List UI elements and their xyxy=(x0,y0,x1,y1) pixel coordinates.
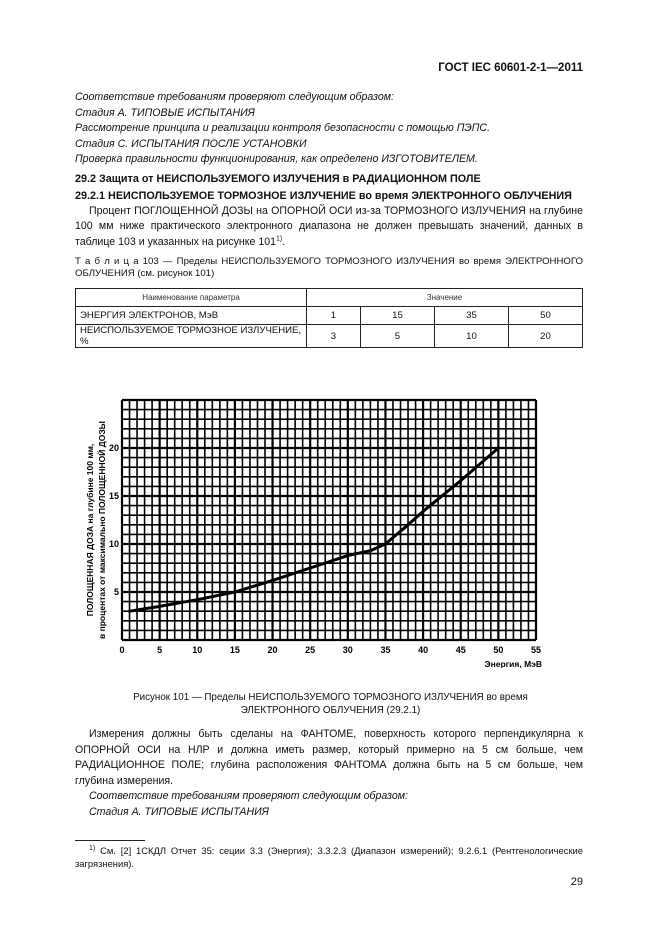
data-point xyxy=(195,598,199,602)
cell: 15 xyxy=(359,306,435,325)
table-row: НЕИСПОЛЬЗУЕМОЕ ТОРМОЗНОЕ ИЗЛУЧЕНИЕ, % 3 … xyxy=(75,324,584,348)
x-tick-label: 15 xyxy=(230,645,240,655)
y-tick-label: 10 xyxy=(109,539,119,549)
cell: 10 xyxy=(433,324,509,348)
header-cell: Значение xyxy=(306,288,583,307)
table-caption-lead: Т а б л и ц а 103 xyxy=(75,256,159,267)
data-point xyxy=(368,549,372,553)
table-caption-text: — Пределы НЕИСПОЛЬЗУЕМОГО ТОРМОЗНОГО ИЗЛ… xyxy=(75,256,583,279)
section-heading: 29.2 Защита от НЕИСПОЛЬЗУЕМОГО ИЗЛУЧЕНИЯ… xyxy=(75,172,481,185)
italic-line: Стадия А. ТИПОВЫЕ ИСПЫТАНИЯ xyxy=(89,805,269,818)
section-paragraph: Процент ПОГЛОЩЕННОЙ ДОЗЫ на ОПОРНОЙ ОСИ … xyxy=(75,204,583,251)
x-tick-label: 35 xyxy=(380,645,390,655)
table-header-row: Наименование параметра Значение xyxy=(75,288,583,307)
x-tick-label: 55 xyxy=(531,645,541,655)
text-line: Стадия А. ТИПОВЫЕ ИСПЫТАНИЯ xyxy=(75,106,255,119)
text-line: Соответствие требованиям проверяют следу… xyxy=(75,91,394,103)
y-tick-label: 20 xyxy=(109,443,119,453)
x-tick-label: 25 xyxy=(305,645,315,655)
y-axis-label: в процентах от максимально ПОЛОЩЕННОЙ ДО… xyxy=(96,421,107,639)
cell: 20 xyxy=(507,324,584,348)
x-tick-label: 0 xyxy=(119,645,124,655)
cell: 3 xyxy=(306,324,361,348)
x-tick-label: 5 xyxy=(157,645,162,655)
x-tick-label: 30 xyxy=(343,645,353,655)
row-label: ЭНЕРГИЯ ЭЛЕКТРОНОВ, МэВ xyxy=(75,306,307,325)
x-tick-label: 20 xyxy=(268,645,278,655)
italic-line: Соответствие требованиям проверяют следу… xyxy=(89,790,408,802)
footnote: 1) См. [2] 1СКДЛ Отчет 35: сeции 3.3 (Эн… xyxy=(75,845,583,870)
footnote-text: См. [2] 1СКДЛ Отчет 35: сeции 3.3 (Энерг… xyxy=(75,845,583,869)
x-tick-label: 10 xyxy=(192,645,202,655)
data-point xyxy=(128,609,132,613)
x-tick-label: 50 xyxy=(493,645,503,655)
x-tick-label: 45 xyxy=(456,645,466,655)
cell: 5 xyxy=(359,324,435,348)
data-point xyxy=(459,479,463,483)
data-point xyxy=(308,566,312,570)
data-point xyxy=(496,446,500,450)
data-point xyxy=(383,542,387,546)
text-line: Рассмотрение принципа и реализации контр… xyxy=(75,122,491,134)
header-cell: Наименование параметра xyxy=(75,288,307,307)
table-caption: Т а б л и ц а 103 — Пределы НЕИСПОЛЬЗУЕМ… xyxy=(75,256,583,280)
data-point xyxy=(158,604,162,608)
data-point xyxy=(406,523,410,527)
measurement-paragraph: Измерения должны быть сделаны на ФАНТОМЕ… xyxy=(75,728,583,787)
x-tick-label: 40 xyxy=(418,645,428,655)
data-point xyxy=(421,509,425,513)
cell: 1 xyxy=(306,306,361,325)
limits-table: Наименование параметра Значение ЭНЕРГИЯ … xyxy=(75,288,584,348)
page-content: Соответствие требованиям проверяют следу… xyxy=(75,90,584,888)
text-line: Проверка правильности функционирования, … xyxy=(75,153,478,165)
y-axis-label: ПОЛОЩЕННАЯ ДОЗА на глубине 100 мм, xyxy=(85,444,95,617)
series-line xyxy=(129,446,500,613)
data-point xyxy=(233,590,237,594)
y-tick-label: 15 xyxy=(109,491,119,501)
intro-italic: Соответствие требованиям проверяют следу… xyxy=(75,90,583,168)
caption-line: Рисунок 101 — Пределы НЕИСПОЛЬЗУЕМОГО ТО… xyxy=(133,692,528,703)
data-point xyxy=(346,554,350,558)
footnote-divider xyxy=(75,840,145,841)
text-line: Стадия С. ИСПЫТАНИЯ ПОСЛЕ УСТАНОВКИ xyxy=(75,137,307,150)
footnote-mark: 1) xyxy=(89,844,96,852)
x-axis-label: Энергия, МэВ xyxy=(485,659,542,668)
y-tick-label: 5 xyxy=(114,587,119,597)
subsection-heading: 29.2.1 НЕИСПОЛЬЗУЕМОЕ ТОРМОЗНОЕ ИЗЛУЧЕНИ… xyxy=(75,189,572,202)
standard-header: ГОСТ IEC 60601-2-1—2011 xyxy=(438,62,583,74)
row-label: НЕИСПОЛЬЗУЕМОЕ ТОРМОЗНОЕ ИЗЛУЧЕНИЕ, % xyxy=(75,324,307,348)
caption-line: ЭЛЕКТРОННОГО ОБЛУЧЕНИЯ (29.2.1) xyxy=(240,704,421,716)
page-number: 29 xyxy=(570,876,583,888)
paragraph-end: . xyxy=(282,235,286,248)
cell: 50 xyxy=(507,306,584,325)
cell: 35 xyxy=(433,306,509,325)
data-point xyxy=(271,578,275,582)
footnote-ref: 1) xyxy=(276,234,283,242)
paragraph-text: Процент ПОГЛОЩЕННОЙ ДОЗЫ на ОПОРНОЙ ОСИ … xyxy=(75,204,583,248)
table-row: ЭНЕРГИЯ ЭЛЕКТРОНОВ, МэВ 1 15 35 50 xyxy=(75,306,584,325)
figure-caption: Рисунок 101 — Пределы НЕИСПОЛЬЗУЕМОГО ТО… xyxy=(0,692,661,717)
